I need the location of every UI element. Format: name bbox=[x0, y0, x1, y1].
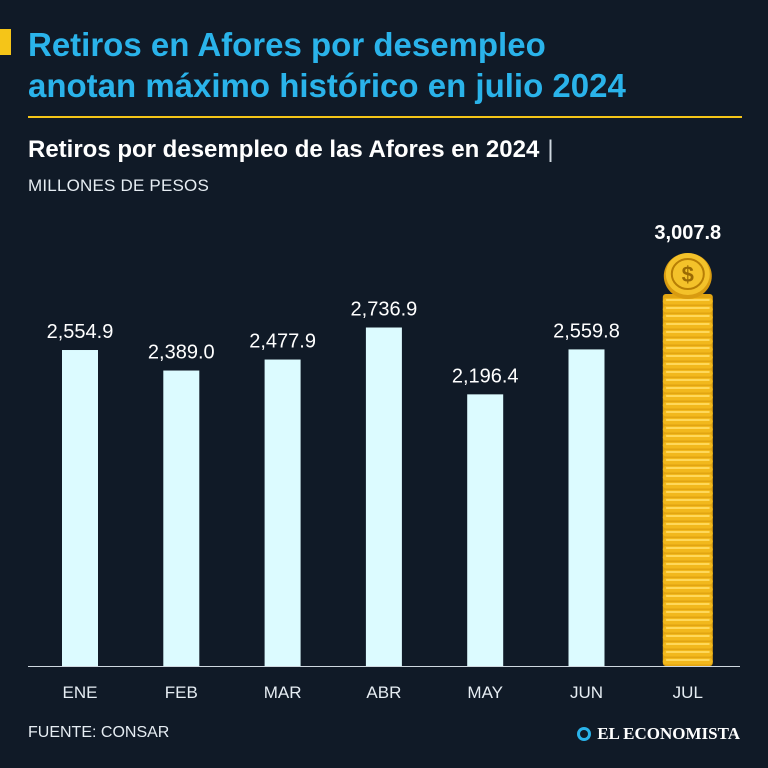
x-tick-label-jul: JUL bbox=[673, 683, 703, 702]
dollar-coin-icon: $ bbox=[663, 253, 712, 299]
x-tick-label-abr: ABR bbox=[366, 683, 401, 702]
headline-line-2: anotan máximo histórico en julio 2024 bbox=[28, 67, 626, 104]
value-label-jun: 2,559.8 bbox=[553, 320, 620, 342]
value-label-abr: 2,736.9 bbox=[351, 299, 418, 321]
subtitle-separator: | bbox=[547, 136, 554, 163]
svg-text:$: $ bbox=[682, 262, 694, 287]
bar-mar bbox=[264, 359, 301, 666]
value-label-ene: 2,554.9 bbox=[47, 321, 114, 343]
value-label-feb: 2,389.0 bbox=[148, 342, 215, 364]
x-tick-label-mar: MAR bbox=[264, 683, 302, 702]
chart-subtitle: Retiros por desempleo de las Afores en 2… bbox=[28, 136, 554, 164]
bar-feb bbox=[163, 370, 200, 666]
chart-subtitle-text: Retiros por desempleo de las Afores en 2… bbox=[28, 136, 540, 163]
value-label-mar: 2,477.9 bbox=[249, 331, 316, 353]
value-label-jul: 3,007.8 bbox=[654, 222, 721, 244]
value-label-may: 2,196.4 bbox=[452, 365, 519, 387]
bar-abr bbox=[365, 327, 402, 666]
units-label: MILLONES DE PESOS bbox=[28, 176, 210, 195]
brand-logo: EL ECONOMISTA bbox=[577, 724, 740, 744]
accent-bar bbox=[0, 29, 11, 55]
x-tick-label-feb: FEB bbox=[165, 683, 198, 702]
brand-name: EL ECONOMISTA bbox=[597, 724, 740, 743]
source-note: FUENTE: CONSAR bbox=[28, 724, 170, 741]
headline-divider bbox=[28, 116, 742, 118]
headline-line-1: Retiros en Afores por desempleo bbox=[28, 26, 546, 63]
x-tick-label-jun: JUN bbox=[570, 683, 603, 702]
x-tick-label-ene: ENE bbox=[63, 683, 98, 702]
bar-may bbox=[467, 394, 504, 666]
bar-jun bbox=[568, 349, 605, 666]
bar-jul-coin-stack bbox=[662, 294, 713, 666]
bar-ene bbox=[62, 350, 98, 666]
brand-icon bbox=[577, 727, 592, 741]
headline: Retiros en Afores por desempleo anotan m… bbox=[28, 24, 748, 106]
x-tick-label-may: MAY bbox=[467, 683, 503, 702]
